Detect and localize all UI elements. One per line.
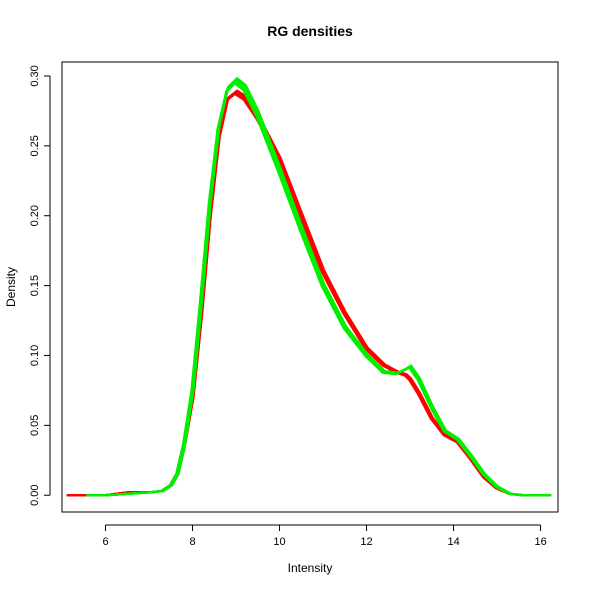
density-curve	[87, 77, 552, 497]
y-tick-label: 0.30	[29, 65, 41, 86]
red-density-series	[66, 89, 552, 497]
density-curve	[66, 92, 550, 497]
x-axis-label: Intensity	[288, 561, 333, 575]
density-curve	[68, 90, 551, 497]
chart-title: RG densities	[267, 23, 353, 39]
y-tick-label: 0.00	[29, 485, 41, 506]
x-tick-label: 6	[102, 536, 108, 548]
density-curve	[86, 80, 551, 497]
density-curve	[87, 78, 551, 497]
y-tick-label: 0.15	[29, 275, 41, 296]
x-tick-label: 10	[273, 536, 285, 548]
density-curve	[87, 78, 551, 497]
x-tick-label: 14	[447, 536, 459, 548]
y-axis-label: Density	[4, 267, 18, 307]
density-curve	[86, 79, 551, 497]
y-tick-label: 0.20	[29, 205, 41, 226]
plot-area-frame	[61, 61, 559, 513]
y-tick-label: 0.25	[29, 135, 41, 156]
density-curve	[68, 89, 552, 497]
density-curve	[85, 82, 550, 497]
density-curve	[67, 90, 551, 497]
density-curve	[68, 89, 552, 497]
y-tick-label: 0.05	[29, 415, 41, 436]
density-curve	[88, 77, 552, 497]
density-curve	[66, 92, 550, 497]
density-curve	[67, 91, 551, 497]
y-axis: 0.00 0.05 0.10 0.15 0.20 0.25 0.30	[29, 65, 51, 506]
density-curve	[86, 81, 550, 497]
density-curve	[87, 77, 552, 497]
density-curve	[86, 81, 550, 497]
density-curve	[86, 81, 550, 497]
green-density-series	[85, 77, 552, 497]
density-curve	[67, 90, 551, 497]
x-tick-label: 12	[360, 536, 372, 548]
x-tick-label: 16	[534, 536, 546, 548]
density-curve	[87, 79, 551, 497]
y-tick-label: 0.10	[29, 345, 41, 366]
density-curve	[86, 80, 550, 497]
series-layer	[66, 77, 552, 497]
x-axis: 6 8 10 12 14 16	[102, 524, 547, 548]
density-curve	[66, 92, 550, 497]
density-curve	[87, 79, 551, 497]
density-curve	[67, 91, 551, 497]
x-tick-label: 8	[189, 536, 195, 548]
